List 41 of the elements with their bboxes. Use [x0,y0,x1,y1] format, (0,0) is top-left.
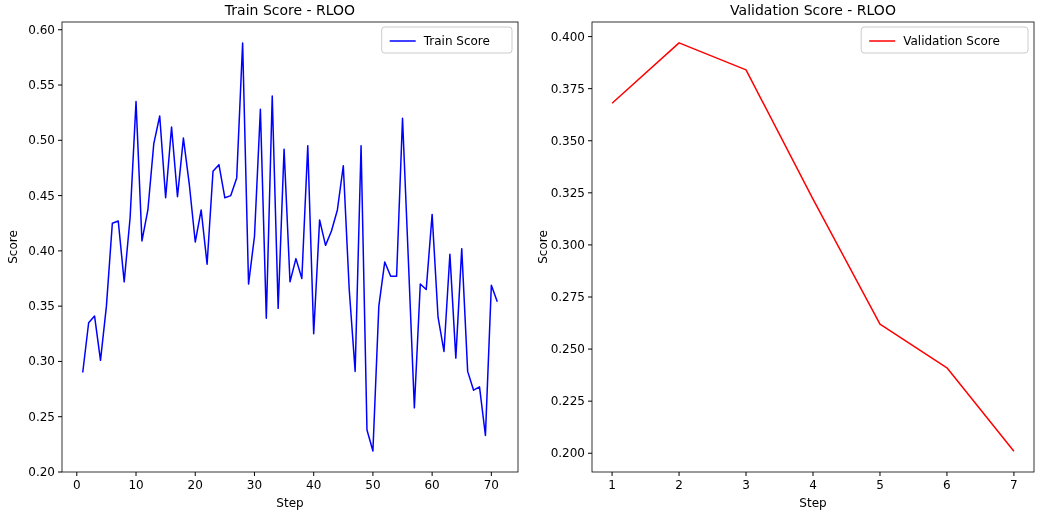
y-tick-label: 0.400 [550,29,585,44]
x-tick-label: 4 [809,478,817,492]
y-tick-label: 0.225 [550,394,585,409]
y-tick-label: 0.45 [28,188,55,203]
x-tick-label: 70 [483,478,499,492]
y-axis-title: Score [6,230,20,264]
x-tick-label: 2 [675,478,683,492]
x-tick-label: 50 [365,478,381,492]
x-tick-label: 3 [742,478,750,492]
y-tick-label: 0.25 [28,409,55,424]
y-tick-label: 0.20 [28,465,55,479]
x-tick-label: 40 [306,478,322,492]
chart-title: Validation Score - RLOO [730,2,896,18]
y-tick-label: 0.325 [550,185,585,200]
y-tick-label: 0.50 [28,133,55,148]
x-tick-label: 10 [128,478,144,492]
x-tick-label: 20 [187,478,203,492]
x-tick-label: 6 [943,478,951,492]
y-tick-label: 0.60 [28,22,55,37]
y-tick-label: 0.40 [28,243,55,258]
x-tick-label: 7 [1010,478,1018,492]
x-tick-label: 30 [246,478,263,492]
x-axis-title: Step [276,496,304,510]
legend-label: Validation Score [903,34,1000,48]
y-tick-label: 0.275 [550,290,585,304]
y-tick-label: 0.55 [28,78,55,93]
y-tick-label: 0.250 [550,342,585,357]
x-tick-label: 5 [876,478,884,492]
x-tick-label: 1 [608,478,616,492]
chart-title: Train Score - RLOO [223,2,356,18]
y-tick-label: 0.350 [550,133,585,148]
y-tick-label: 0.30 [28,354,55,369]
y-axis-title: Score [536,230,550,264]
x-tick-label: 60 [424,478,440,492]
y-tick-label: 0.375 [550,81,585,96]
y-tick-label: 0.35 [28,299,55,314]
y-tick-label: 0.200 [550,446,585,461]
y-tick-label: 0.300 [550,237,585,252]
x-axis-title: Step [799,496,827,510]
x-tick-label: 0 [72,478,81,492]
legend-label: Train Score [422,34,490,48]
